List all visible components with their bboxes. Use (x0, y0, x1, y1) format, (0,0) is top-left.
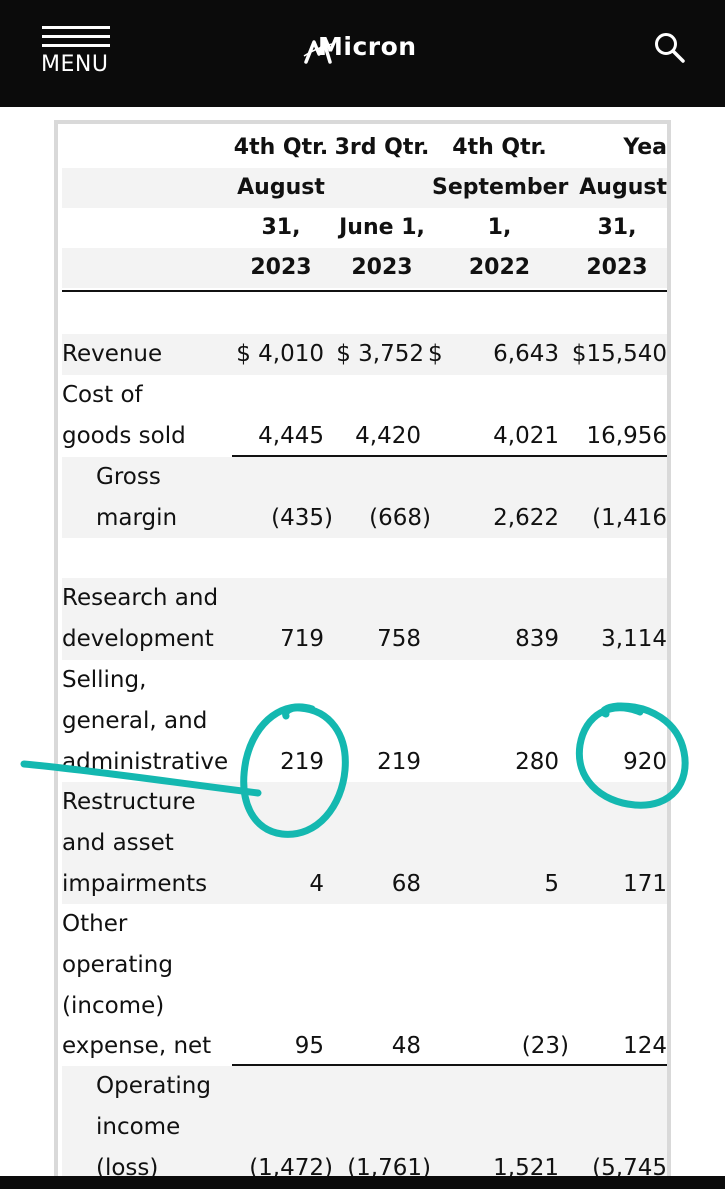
cell-value: 5 (544, 871, 559, 897)
cell-value: 4 (309, 871, 324, 897)
hamburger-icon (42, 26, 110, 48)
row-label: general, and (62, 708, 208, 734)
row-label: Cost of (62, 382, 143, 408)
subtotal-rule (232, 455, 667, 457)
table-row-gross-margin: Gross margin (435) (668) 2,622 (1,416 (62, 457, 667, 538)
table-row-rnd: Research and development 719 758 839 3,1… (62, 578, 667, 660)
search-icon (655, 33, 685, 63)
col2-header-line4: 2023 (351, 255, 413, 280)
table-row-cogs: Cost of goods sold 4,445 4,420 4,021 16,… (62, 375, 667, 457)
row-label: and asset (62, 830, 174, 856)
cell-value: (668) (369, 505, 431, 531)
menu-label: MENU (41, 52, 109, 77)
cell-value: 4,021 (493, 423, 559, 449)
cell-value: 839 (515, 626, 559, 652)
cell-currency: $ (428, 341, 443, 367)
col3-header-line1: 4th Qtr. (452, 135, 547, 160)
cell-value: 2,622 (493, 505, 559, 531)
col3-header-line2: September (432, 175, 569, 200)
cell-value: 95 (294, 1033, 324, 1059)
row-label: operating (62, 952, 173, 978)
row-label: administrative (62, 749, 229, 775)
table-row-restructure: Restructure and asset impairments 4 68 5… (62, 782, 667, 904)
col1-header-line1: 4th Qtr. (233, 135, 329, 160)
col2-header-line3: June 1, (339, 215, 425, 240)
row-label: Selling, (62, 667, 147, 693)
table-row-operating-income: Operating income (loss) (1,472) (1,761) … (62, 1066, 667, 1188)
spacer-row (62, 538, 667, 578)
cell-value: $15,540 (571, 341, 667, 367)
cell-value: 171 (623, 871, 667, 897)
cell-value: (23) (521, 1033, 569, 1059)
row-label: expense, net (62, 1033, 212, 1059)
cell-value: 6,643 (493, 341, 559, 367)
cell-value: 4,445 (258, 423, 324, 449)
table-header: 4th Qtr. August 31, 2023 3rd Qtr. June 1… (62, 128, 667, 288)
cell-value: 920 (623, 749, 667, 775)
row-label: income (96, 1114, 181, 1140)
cell-value: 219 (280, 749, 324, 775)
cell-value: 3,114 (601, 626, 667, 652)
row-label: impairments (62, 871, 208, 897)
cell-value: 68 (391, 871, 421, 897)
col4-header-line3: 31, (597, 215, 637, 240)
cell-value: (435) (271, 505, 333, 531)
col1-header-line4: 2023 (250, 255, 312, 280)
cell-value: 219 (377, 749, 421, 775)
header-divider (62, 290, 667, 292)
row-label: Revenue (62, 341, 163, 367)
cell-value: 48 (391, 1033, 421, 1059)
cell-value: 758 (377, 626, 421, 652)
table-row-other-operating: Other operating (income) expense, net 95… (62, 904, 667, 1067)
row-label: goods sold (62, 423, 186, 449)
col4-header-line4: 2023 (586, 255, 648, 280)
income-statement-card: 4th Qtr. August 31, 2023 3rd Qtr. June 1… (54, 120, 671, 1189)
search-button[interactable] (652, 30, 688, 66)
table-row-sga: Selling, general, and administrative 219… (62, 660, 667, 782)
micron-logo-text: Micron (318, 32, 417, 61)
row-label: Restructure (62, 789, 196, 815)
row-label: Other (62, 911, 128, 937)
col4-header-line2: August (579, 175, 667, 200)
row-label: Gross (96, 464, 161, 490)
row-label: (income) (62, 993, 165, 1019)
cell-value: $ 3,752 (336, 341, 424, 367)
bottom-bar (0, 1176, 725, 1189)
col1-header-line3: 31, (261, 215, 301, 240)
row-label: development (62, 626, 214, 652)
table-row-revenue: Revenue $ 4,010 $ 3,752 $ 6,643 $15,540 (62, 334, 667, 375)
cell-value: 124 (623, 1033, 667, 1059)
row-label: margin (96, 505, 178, 531)
cell-value: 719 (280, 626, 324, 652)
micron-logo[interactable]: Micron (300, 30, 430, 70)
col2-header-line1: 3rd Qtr. (334, 135, 430, 160)
col4-header-line1: Yea (623, 135, 667, 160)
row-label: Research and (62, 585, 219, 611)
cell-value: 280 (515, 749, 559, 775)
cell-value: $ 4,010 (236, 341, 324, 367)
top-nav-bar: MENU Micron (0, 0, 725, 107)
menu-button[interactable]: MENU (40, 22, 114, 82)
cell-value: (1,416 (592, 505, 667, 531)
header-shade (62, 248, 667, 288)
col1-header-line2: August (237, 175, 325, 200)
row-label: Operating (96, 1073, 211, 1099)
subtotal-rule (232, 1064, 667, 1066)
micron-logo-mark-icon (303, 40, 333, 64)
cell-value: 16,956 (586, 423, 667, 449)
col3-header-line3: 1, (487, 215, 512, 240)
header-shade (62, 168, 667, 208)
col3-header-line4: 2022 (468, 255, 531, 280)
cell-value: 4,420 (355, 423, 421, 449)
